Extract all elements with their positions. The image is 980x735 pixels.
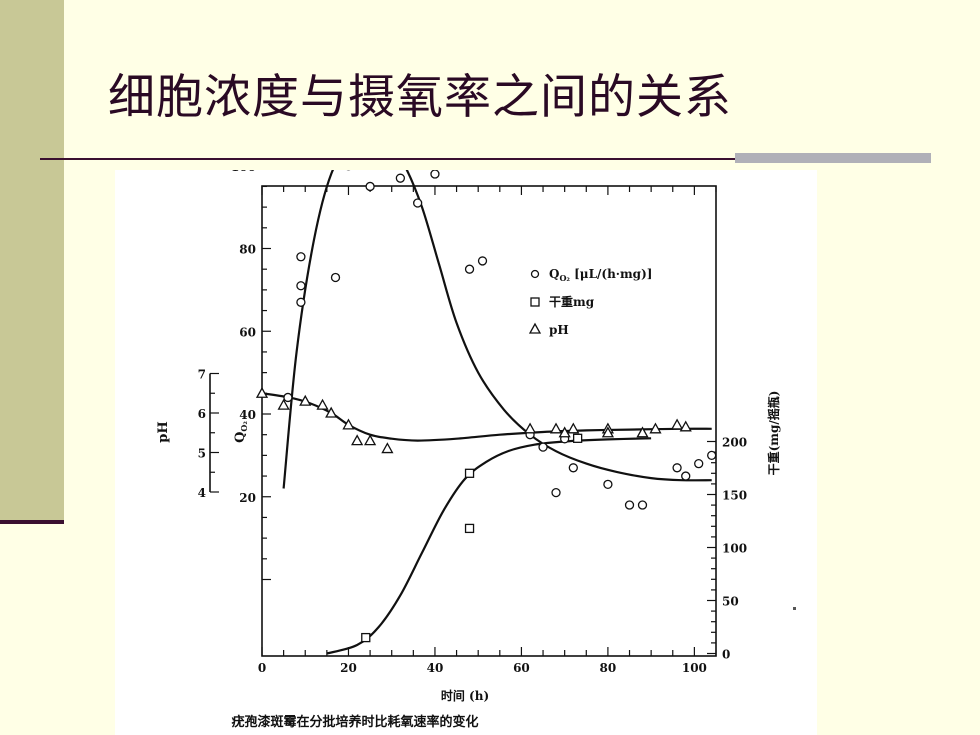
y-right-tick-label: 200 <box>722 436 747 450</box>
title-accent-bar <box>735 153 931 163</box>
plot-border <box>261 185 717 657</box>
circle-point <box>430 170 440 179</box>
triangle-point <box>342 418 355 430</box>
curve-series-1 <box>282 170 712 489</box>
square-point <box>464 468 475 478</box>
legend-triangle-marker <box>528 322 542 334</box>
square-point <box>572 433 583 443</box>
y-left-tick-label: 20 <box>239 491 256 505</box>
triangle-point <box>670 418 684 430</box>
circle-point <box>296 297 306 307</box>
x-tick-label: 60 <box>513 661 530 675</box>
square-point <box>361 632 371 643</box>
y-right-tick-label: 100 <box>722 542 747 556</box>
circle-point <box>330 272 341 283</box>
circle-point <box>413 198 423 208</box>
triangle-point <box>351 434 364 446</box>
ph-tick-label: 5 <box>198 447 206 461</box>
ph-tick-label: 6 <box>198 407 206 421</box>
triangle-point <box>636 426 649 438</box>
oxygen-uptake-chart: 0 20 40 60 80 100 时间 (h) 20 40 60 80 100 QO₂ 4 5 6 7 pH 0 5… <box>156 170 781 730</box>
circle-point <box>477 256 488 266</box>
curve-series-3 <box>261 392 712 442</box>
legend-label: pH <box>549 323 569 337</box>
legend-label-unit: [μL/(h·mg)] <box>570 267 652 281</box>
triangle-point <box>316 398 329 410</box>
x-tick-label: 80 <box>600 661 617 675</box>
square-point <box>464 523 475 534</box>
circle-point <box>694 458 704 469</box>
triangle-point <box>363 434 377 446</box>
y-left-tick-label: 60 <box>239 325 256 339</box>
side-bar-divider <box>0 520 64 524</box>
x-tick-label: 0 <box>258 661 266 675</box>
circle-point <box>365 181 375 192</box>
triangle-point <box>567 422 580 434</box>
y-left-axis-label: QO₂ <box>233 421 249 443</box>
circle-point <box>464 264 475 274</box>
triangle-point <box>549 422 563 434</box>
y-right-axis-label: 干重(mg/摇瓶) <box>766 391 781 476</box>
legend-square-marker <box>530 297 540 307</box>
circle-point <box>568 463 578 473</box>
y-right-tick-label: 0 <box>722 648 730 662</box>
triangle-point <box>299 394 312 406</box>
y-left-axis-subscript: O₂ <box>239 421 249 432</box>
triangle-point <box>649 422 662 434</box>
legend-label: QO₂ [μL/(h·mg)] <box>549 267 652 283</box>
circle-point <box>624 500 635 510</box>
stray-mark <box>793 607 796 610</box>
circle-point <box>551 487 561 498</box>
triangle-point <box>255 386 269 398</box>
axis-labels: 0 20 40 60 80 100 时间 (h) 20 40 60 80 100 QO₂ 4 5 6 7 pH 0 5… <box>156 170 781 703</box>
circle-point <box>603 479 613 489</box>
triangle-point <box>381 442 394 454</box>
triangle-point <box>277 398 290 410</box>
chart-caption: 疣孢漆斑霉在分批培养时比耗氧速率的变化 <box>231 714 478 730</box>
slide-title: 细胞浓度与摄氧率之间的关系 <box>108 70 732 125</box>
legend-label: 干重mg <box>549 294 595 309</box>
x-tick-label: 20 <box>340 661 357 675</box>
y-left-tick-label: 100 <box>231 170 256 174</box>
circle-point <box>395 173 406 183</box>
x-tick-label: 40 <box>427 661 444 675</box>
data-markers <box>255 170 717 643</box>
x-tick-label: 100 <box>682 661 707 675</box>
circle-point <box>707 450 717 461</box>
y-right-tick-label: 50 <box>722 595 739 609</box>
y-left-tick-label: 40 <box>239 408 256 422</box>
y-right-tick-label: 150 <box>722 489 747 503</box>
legend: QO₂ [μL/(h·mg)] 干重mg pH <box>528 267 652 337</box>
legend-circle-marker <box>530 269 540 279</box>
plot-frame <box>209 185 717 657</box>
circle-point <box>672 463 682 473</box>
slide-side-bar <box>0 0 64 522</box>
triangle-point <box>523 422 537 434</box>
ph-tick-label: 7 <box>198 368 206 382</box>
legend-label-subscript: O₂ <box>559 273 570 283</box>
triangle-point <box>601 426 615 438</box>
triangle-point <box>325 406 338 418</box>
ph-tick-label: 4 <box>198 486 206 500</box>
circle-point <box>296 281 306 291</box>
triangle-point <box>558 426 571 438</box>
curve-series-2 <box>326 437 652 655</box>
circle-point <box>681 471 691 481</box>
circle-point <box>637 500 648 510</box>
ph-axis-label: pH <box>156 421 171 442</box>
circle-point <box>538 442 548 452</box>
title-divider <box>40 158 930 160</box>
y-left-tick-label: 80 <box>239 243 256 257</box>
chart-figure: 0 20 40 60 80 100 时间 (h) 20 40 60 80 100 QO₂ 4 5 6 7 pH 0 5… <box>115 170 817 735</box>
x-axis-label: 时间 (h) <box>441 688 489 703</box>
circle-point <box>296 252 306 262</box>
triangle-point <box>679 420 692 432</box>
circle-point <box>283 392 293 403</box>
